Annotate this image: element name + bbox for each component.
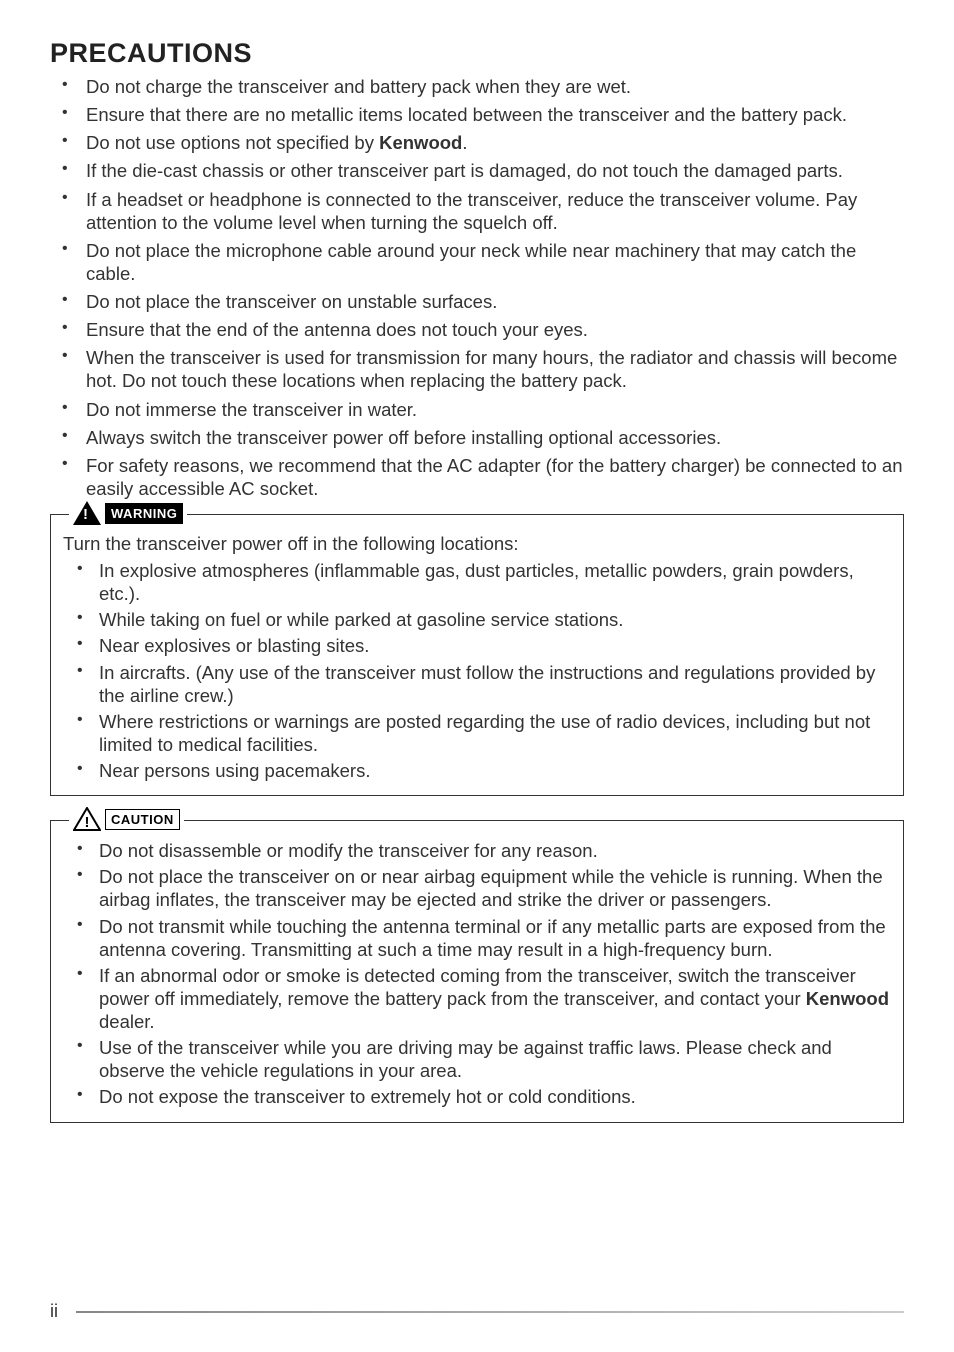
list-item: Do not transmit while touching the anten… bbox=[63, 915, 891, 961]
list-item: Do not place the transceiver on or near … bbox=[63, 865, 891, 911]
warning-tab: WARNING bbox=[69, 501, 187, 525]
list-item: For safety reasons, we recommend that th… bbox=[50, 454, 904, 500]
footer-rule bbox=[76, 1311, 904, 1313]
caution-callout: ! CAUTION Do not disassemble or modify t… bbox=[50, 820, 904, 1122]
list-item: Do not immerse the transceiver in water. bbox=[50, 398, 904, 421]
caution-tab: ! CAUTION bbox=[69, 807, 184, 831]
list-item: Do not disassemble or modify the transce… bbox=[63, 839, 891, 862]
list-item: If a headset or headphone is connected t… bbox=[50, 188, 904, 234]
list-item: If an abnormal odor or smoke is detected… bbox=[63, 964, 891, 1033]
warning-intro: Turn the transceiver power off in the fo… bbox=[63, 533, 891, 555]
list-item: Where restrictions or warnings are poste… bbox=[63, 710, 891, 756]
list-item: Near persons using pacemakers. bbox=[63, 759, 891, 782]
svg-text:!: ! bbox=[85, 814, 90, 831]
warning-label: WARNING bbox=[105, 503, 183, 524]
list-item: Ensure that the end of the antenna does … bbox=[50, 318, 904, 341]
list-item: Ensure that there are no metallic items … bbox=[50, 103, 904, 126]
warning-callout: WARNING Turn the transceiver power off i… bbox=[50, 514, 904, 796]
list-item: In aircrafts. (Any use of the transceive… bbox=[63, 661, 891, 707]
list-item: Do not expose the transceiver to extreme… bbox=[63, 1085, 891, 1108]
page-number: ii bbox=[50, 1301, 58, 1322]
list-item: Do not place the microphone cable around… bbox=[50, 239, 904, 285]
list-item: Near explosives or blasting sites. bbox=[63, 634, 891, 657]
list-item: Do not place the transceiver on unstable… bbox=[50, 290, 904, 313]
caution-list: Do not disassemble or modify the transce… bbox=[63, 839, 891, 1108]
main-precautions-list: Do not charge the transceiver and batter… bbox=[50, 75, 904, 500]
warning-list: In explosive atmospheres (inflammable ga… bbox=[63, 559, 891, 782]
caution-icon: ! bbox=[73, 807, 101, 831]
caution-label: CAUTION bbox=[105, 809, 180, 830]
list-item: Do not use options not specified by Kenw… bbox=[50, 131, 904, 154]
list-item: If the die-cast chassis or other transce… bbox=[50, 159, 904, 182]
list-item: While taking on fuel or while parked at … bbox=[63, 608, 891, 631]
list-item: In explosive atmospheres (inflammable ga… bbox=[63, 559, 891, 605]
list-item: Always switch the transceiver power off … bbox=[50, 426, 904, 449]
list-item: Do not charge the transceiver and batter… bbox=[50, 75, 904, 98]
list-item: When the transceiver is used for transmi… bbox=[50, 346, 904, 392]
warning-icon bbox=[73, 501, 101, 525]
page-footer: ii bbox=[50, 1301, 904, 1322]
page-heading: PRECAUTIONS bbox=[50, 38, 904, 69]
list-item: Use of the transceiver while you are dri… bbox=[63, 1036, 891, 1082]
